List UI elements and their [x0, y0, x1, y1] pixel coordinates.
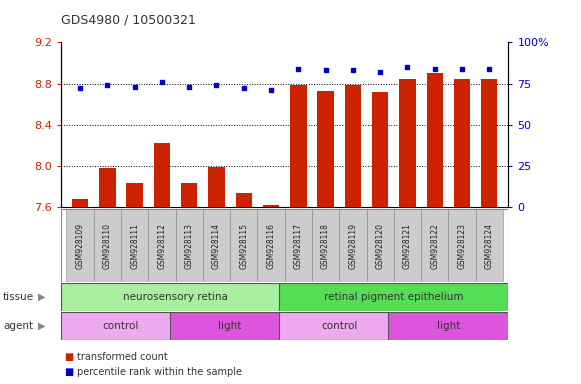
- Text: GSM928123: GSM928123: [457, 223, 467, 269]
- Bar: [203, 209, 230, 282]
- Bar: [449, 209, 476, 282]
- Bar: [66, 209, 94, 282]
- Bar: [279, 283, 508, 311]
- Text: GSM928110: GSM928110: [103, 223, 112, 269]
- Text: tissue: tissue: [3, 292, 34, 302]
- Text: GSM928113: GSM928113: [185, 223, 193, 269]
- Bar: [285, 209, 312, 282]
- Bar: [72, 199, 88, 207]
- Bar: [372, 92, 388, 207]
- Text: GSM928109: GSM928109: [76, 223, 85, 269]
- Text: GSM928117: GSM928117: [294, 223, 303, 269]
- Text: transformed count: transformed count: [77, 352, 168, 362]
- Bar: [476, 209, 503, 282]
- Bar: [454, 79, 470, 207]
- Bar: [94, 209, 121, 282]
- Text: GSM928118: GSM928118: [321, 223, 330, 269]
- Text: retinal pigment epithelium: retinal pigment epithelium: [324, 292, 464, 302]
- Text: control: control: [321, 321, 357, 331]
- Bar: [317, 91, 334, 207]
- Text: light: light: [437, 321, 460, 331]
- Bar: [127, 183, 143, 207]
- Text: ■: ■: [64, 367, 73, 377]
- Bar: [61, 312, 181, 340]
- Text: GSM928122: GSM928122: [430, 223, 439, 269]
- Text: GSM928120: GSM928120: [376, 223, 385, 269]
- Bar: [263, 205, 279, 207]
- Bar: [481, 79, 497, 207]
- Bar: [399, 79, 415, 207]
- Bar: [290, 84, 307, 207]
- Bar: [339, 209, 367, 282]
- Text: percentile rank within the sample: percentile rank within the sample: [77, 367, 242, 377]
- Bar: [312, 209, 339, 282]
- Bar: [426, 73, 443, 207]
- Bar: [345, 84, 361, 207]
- Text: light: light: [218, 321, 242, 331]
- Text: control: control: [103, 321, 139, 331]
- Bar: [421, 209, 449, 282]
- Bar: [388, 312, 508, 340]
- Bar: [121, 209, 148, 282]
- Text: GDS4980 / 10500321: GDS4980 / 10500321: [61, 14, 196, 27]
- Text: ■: ■: [64, 352, 73, 362]
- Bar: [154, 143, 170, 207]
- Bar: [148, 209, 175, 282]
- Bar: [99, 168, 116, 207]
- Bar: [394, 209, 421, 282]
- Text: GSM928114: GSM928114: [212, 223, 221, 269]
- Text: ▶: ▶: [38, 292, 45, 302]
- Bar: [209, 167, 225, 207]
- Text: GSM928112: GSM928112: [157, 223, 166, 269]
- Bar: [181, 183, 198, 207]
- Bar: [61, 283, 290, 311]
- Text: GSM928121: GSM928121: [403, 223, 412, 269]
- Bar: [230, 209, 257, 282]
- Text: ▶: ▶: [38, 321, 45, 331]
- Text: GSM928124: GSM928124: [485, 223, 494, 269]
- Text: agent: agent: [3, 321, 33, 331]
- Bar: [170, 312, 290, 340]
- Bar: [367, 209, 394, 282]
- Text: GSM928119: GSM928119: [349, 223, 357, 269]
- Text: neurosensory retina: neurosensory retina: [123, 292, 228, 302]
- Text: GSM928111: GSM928111: [130, 223, 139, 269]
- Bar: [175, 209, 203, 282]
- Bar: [257, 209, 285, 282]
- Bar: [235, 193, 252, 207]
- Text: GSM928116: GSM928116: [267, 223, 275, 269]
- Bar: [279, 312, 399, 340]
- Text: GSM928115: GSM928115: [239, 223, 248, 269]
